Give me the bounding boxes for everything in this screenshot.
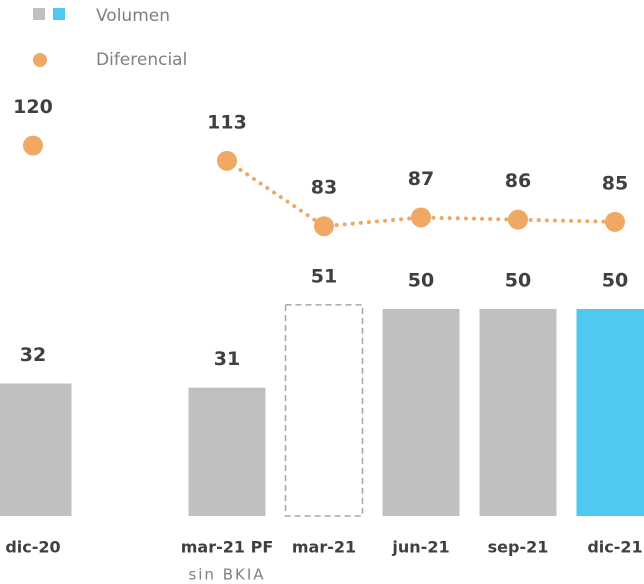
line-point bbox=[605, 211, 625, 232]
legend-swatch bbox=[33, 8, 45, 20]
line-point bbox=[314, 216, 334, 237]
line-point bbox=[508, 209, 528, 230]
line-point bbox=[411, 207, 431, 228]
x-tick-label: dic-20 bbox=[5, 538, 60, 557]
line-point bbox=[217, 150, 237, 171]
legend-label: Diferencial bbox=[96, 50, 187, 70]
line-point bbox=[23, 135, 43, 156]
bar bbox=[188, 387, 266, 516]
x-tick-label: mar-21 PF bbox=[181, 538, 274, 557]
bar bbox=[576, 309, 644, 516]
data-label: 86 bbox=[505, 170, 531, 192]
data-label: 113 bbox=[207, 111, 247, 133]
data-label: 51 bbox=[311, 265, 337, 287]
bar bbox=[382, 309, 460, 516]
data-label: 83 bbox=[311, 177, 337, 199]
data-label: 120 bbox=[13, 96, 53, 118]
data-label: 87 bbox=[408, 168, 434, 190]
data-label: 32 bbox=[20, 344, 46, 366]
bar bbox=[0, 383, 72, 516]
legend-label: Volumen bbox=[96, 6, 170, 26]
data-label: 50 bbox=[408, 270, 434, 292]
data-label: 31 bbox=[214, 348, 240, 370]
x-tick-label: mar-21 bbox=[292, 538, 356, 557]
legend-swatch bbox=[53, 8, 65, 20]
x-tick-label: jun-21 bbox=[391, 538, 449, 557]
data-label: 50 bbox=[505, 270, 531, 292]
x-tick-sublabel: sin BKIA bbox=[188, 566, 265, 584]
bar bbox=[479, 309, 557, 516]
data-label: 50 bbox=[602, 270, 628, 292]
data-label: 85 bbox=[602, 172, 628, 194]
legend-swatch bbox=[33, 53, 47, 67]
bar bbox=[284, 304, 364, 517]
x-tick-label: sep-21 bbox=[488, 538, 549, 557]
x-tick-label: dic-21 bbox=[587, 538, 642, 557]
